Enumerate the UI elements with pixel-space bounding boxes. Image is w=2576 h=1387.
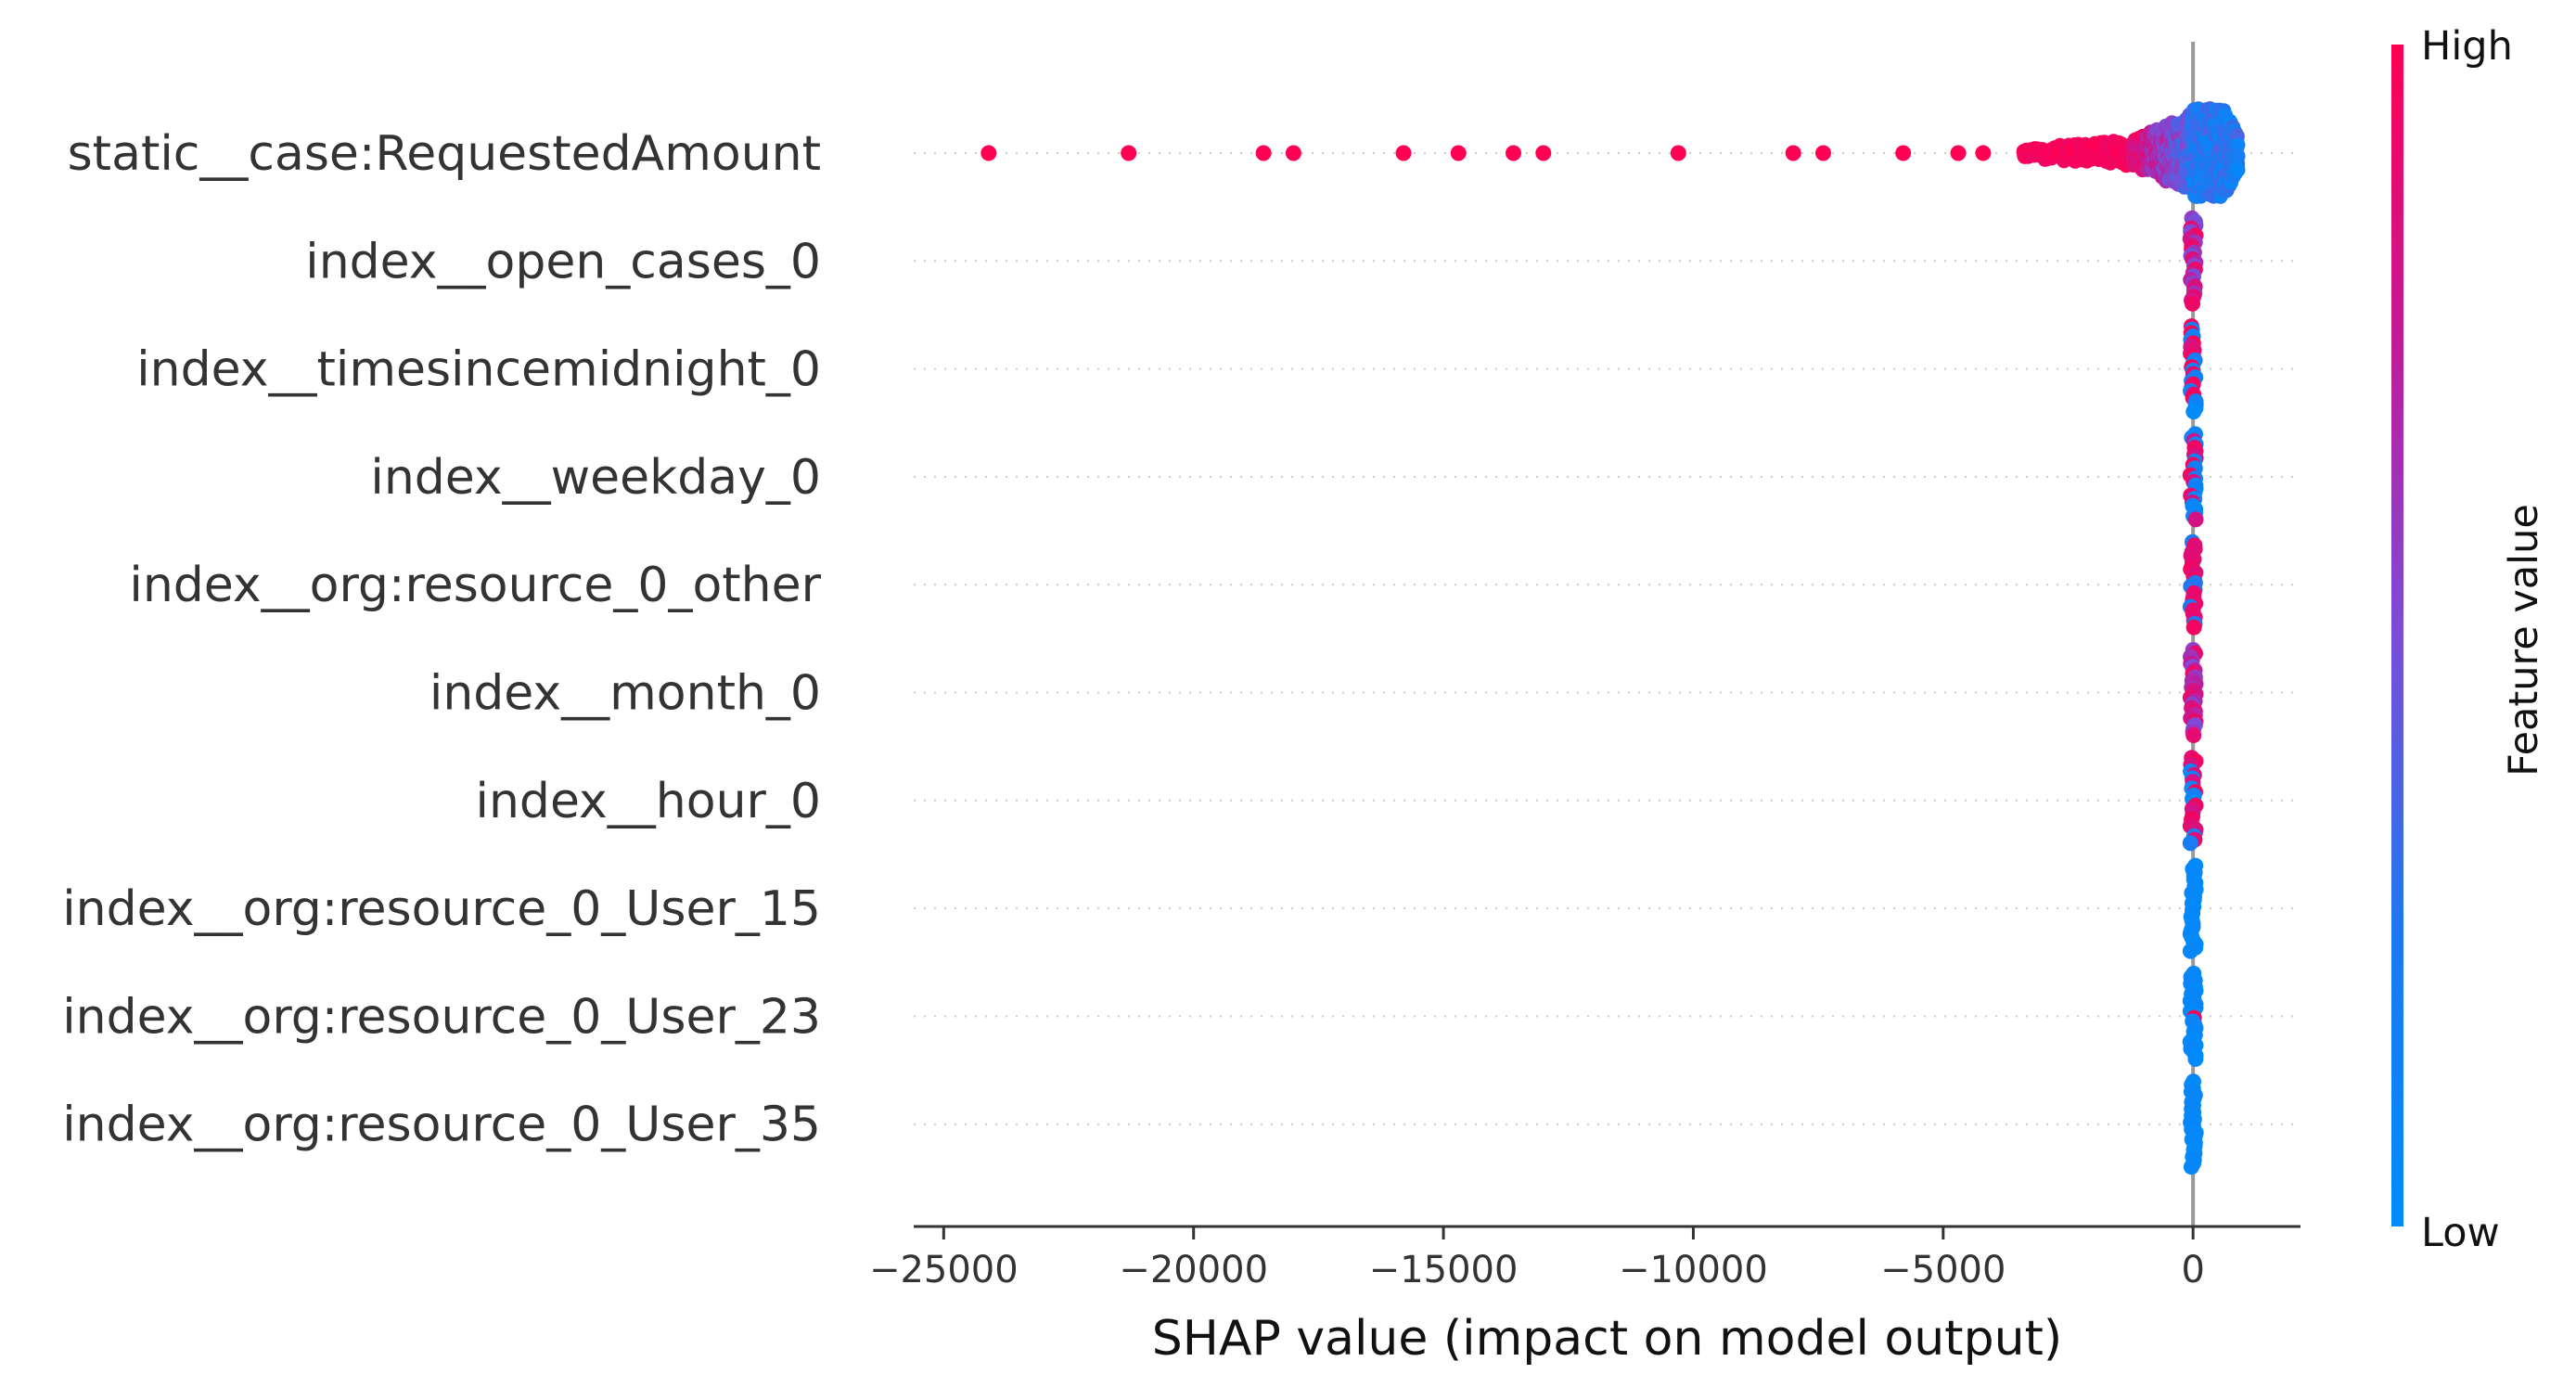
x-tick-label: −5000	[1880, 1249, 2006, 1291]
x-axis: −25000 −20000 −15000 −10000 −5000 0 SHAP valu…	[869, 1225, 2300, 1367]
shap-point	[2230, 148, 2246, 164]
shap-point	[2187, 1050, 2204, 1067]
shap-point	[1950, 145, 1967, 161]
feature-label: index__org:resource_0_other	[129, 558, 821, 613]
shap-point	[2185, 619, 2202, 636]
colorbar: High Low Feature value	[2391, 23, 2547, 1256]
shap-point	[1121, 145, 1137, 161]
shap-point	[2230, 162, 2246, 178]
shap-point	[2182, 943, 2198, 959]
shap-point	[2182, 835, 2198, 852]
x-tick-label: −15000	[1369, 1249, 1519, 1291]
shap-point	[2183, 1159, 2199, 1175]
shap-point	[1450, 145, 1467, 161]
shap-point	[2230, 137, 2246, 153]
colorbar-low-label: Low	[2421, 1210, 2500, 1256]
feature-guide-lines	[914, 152, 2300, 1125]
shap-point	[2185, 727, 2202, 743]
feature-label: index__weekday_0	[370, 450, 821, 506]
shap-point	[1506, 145, 1521, 161]
feature-label: index__org:resource_0_User_15	[62, 881, 821, 937]
x-tick-label: −10000	[1619, 1249, 1768, 1291]
feature-label: index__hour_0	[476, 774, 821, 829]
shap-point	[2187, 511, 2204, 528]
feature-label: index__open_cases_0	[305, 234, 821, 289]
shap-point	[2185, 404, 2202, 420]
colorbar-title: Feature value	[2501, 504, 2547, 777]
shap-point	[2185, 295, 2200, 312]
x-tick-label: 0	[2181, 1249, 2204, 1291]
feature-label: static__case:RequestedAmount	[68, 126, 821, 182]
shap-point	[980, 145, 997, 161]
colorbar-gradient	[2391, 45, 2403, 1226]
shap-point	[1395, 145, 1412, 161]
shap-point	[1255, 145, 1272, 161]
feature-label: index__month_0	[429, 666, 821, 722]
shap-points	[980, 101, 2246, 1175]
feature-label: index__org:resource_0_User_35	[62, 1098, 821, 1153]
x-ticks: −25000 −20000 −15000 −10000 −5000 0	[869, 1226, 2205, 1291]
x-axis-title: SHAP value (impact on model output)	[1152, 1311, 2062, 1367]
shap-point	[1785, 145, 1801, 161]
shap-point	[1670, 145, 1686, 161]
shap-point	[1535, 145, 1552, 161]
shap-point	[1975, 145, 1992, 161]
feature-labels: static__case:RequestedAmount index__open_…	[62, 126, 821, 1153]
feature-label: index__timesincemidnight_0	[136, 342, 821, 398]
x-tick-label: −20000	[1119, 1249, 1268, 1291]
x-tick-label: −25000	[869, 1249, 1019, 1291]
shap-point	[1285, 145, 1301, 161]
colorbar-high-label: High	[2421, 23, 2513, 70]
shap-point	[1815, 145, 1831, 161]
feature-label: index__org:resource_0_User_23	[62, 989, 821, 1045]
shap-point	[1895, 145, 1912, 161]
